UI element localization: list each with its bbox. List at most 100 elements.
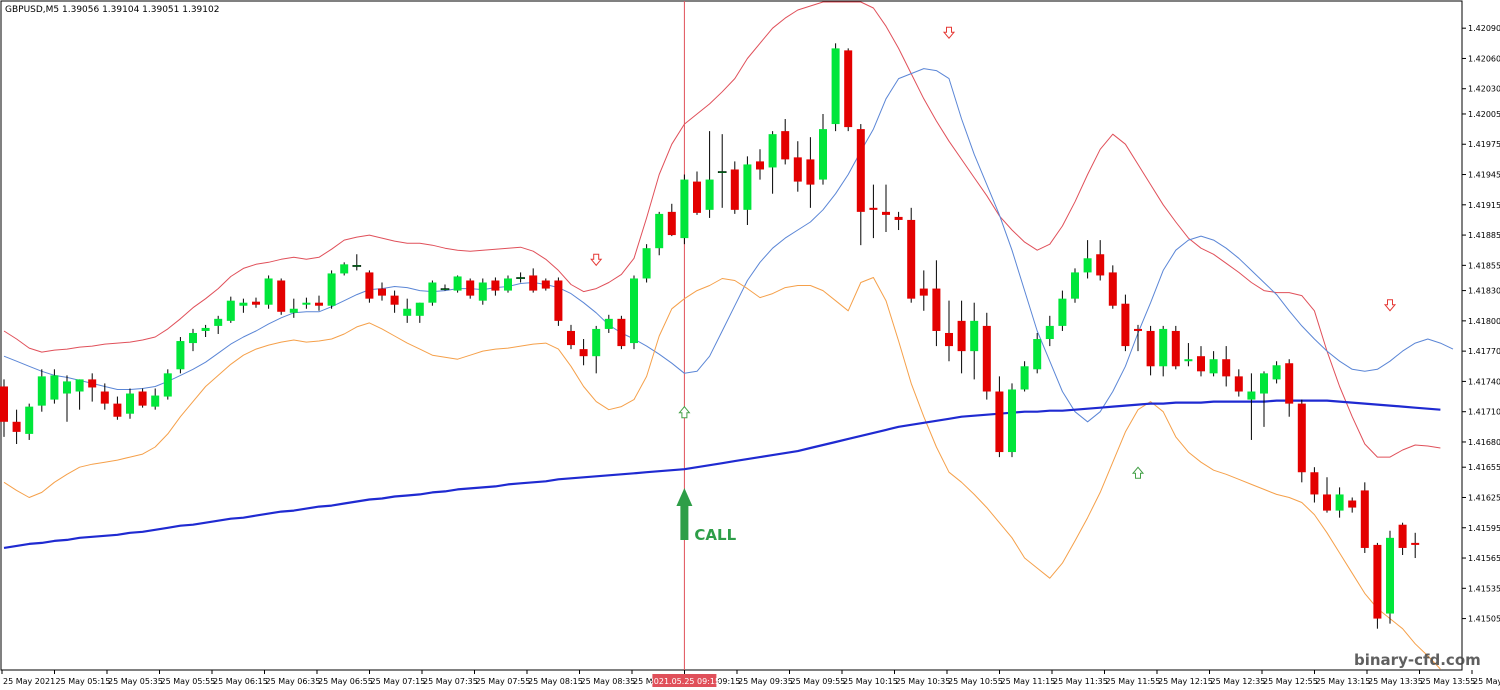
candle [907,207,916,303]
candle [189,328,197,352]
x-tick-label: 25 May 10:35 [896,677,951,686]
candle-body [214,318,223,326]
candle-body [100,391,109,404]
candle [869,184,878,239]
candle-body [705,179,714,210]
candle [289,298,298,318]
candle-body [327,273,336,306]
y-tick-label: 1.41655 [1468,463,1500,472]
buy-arrow-icon [678,405,691,419]
candle-body [1033,339,1042,370]
candle-body [667,211,676,236]
candle-body [819,129,827,180]
candle [856,124,865,246]
sell-arrow-icon [942,26,956,40]
candle [352,254,362,271]
candle-body [1134,328,1142,331]
candle [1033,332,1042,374]
candle-body [252,301,260,305]
x-tick-label: 25 May 2021 [3,677,55,686]
candle-body [415,302,424,316]
candle [1411,532,1420,559]
x-tick-label: 25 May 14: [1473,677,1500,686]
candle-body [844,50,853,128]
candle-body [1335,494,1344,511]
candle-body [781,131,790,160]
candle-body [1083,258,1092,273]
x-tick-label: 25 May 13:15 [1316,677,1371,686]
candle-body [1108,272,1117,306]
sell-arrow-icon [590,253,603,267]
candle-body [1159,328,1168,367]
y-tick-label: 1.41975 [1468,140,1500,149]
candle [1260,371,1268,427]
plot-area[interactable] [0,0,1463,671]
x-tick-label: 25 May 13:35 [1368,677,1423,686]
candle [1272,361,1281,384]
candle [667,203,676,237]
candle [882,184,890,233]
candle-body [25,406,34,434]
x-tick-label: 25 May 10:55 [948,677,1003,686]
candle-body [567,330,575,346]
candle [1134,324,1142,352]
candle [466,278,475,299]
x-tick-label: 25 May 08:15 [528,677,583,686]
candle [1310,467,1319,503]
call-arrow-icon [676,488,693,540]
candle-body [50,375,59,400]
candle-body [75,379,84,392]
candle [1386,530,1394,624]
candle-body [1247,391,1256,400]
x-tick-label: 25 May 05:55 [161,677,216,686]
candle [0,379,8,437]
candle [315,295,323,311]
candle [1008,383,1016,458]
y-tick-label: 1.41565 [1468,554,1500,563]
candle-body [1260,373,1268,394]
candle-body [1146,330,1155,367]
y-tick-label: 1.42060 [1468,54,1500,63]
candle [516,272,525,283]
candle-body [630,278,638,344]
x-tick-label: 25 May 09:55 [791,677,846,686]
y-tick-label: 1.41830 [1468,287,1500,296]
candle [932,260,941,347]
candle-body [756,161,764,170]
y-tick-label: 1.41855 [1468,261,1500,270]
candle [277,278,286,315]
candle [1398,522,1407,556]
candle [1083,240,1092,279]
candle-body [1323,494,1331,511]
candle [655,211,664,256]
candle [378,282,386,301]
candle [75,379,84,410]
candle-body [932,288,941,331]
y-tick-label: 1.41915 [1468,201,1500,210]
candle [1297,399,1306,483]
y-tick-label: 1.42090 [1468,24,1500,33]
candle [1171,325,1180,370]
y-tick-label: 1.41770 [1468,347,1500,356]
x-tick-label: 25 May 05:15 [56,677,111,686]
candle [806,137,815,208]
candle-body [1411,542,1420,545]
candle [945,300,953,362]
candle-body [491,280,500,291]
candle [680,174,689,245]
candle-body [340,264,349,274]
candle [1146,325,1155,376]
candle-body [869,207,878,210]
candle-body [1234,376,1243,392]
candle [264,275,273,309]
candle-body [831,48,840,125]
candle-body [440,288,450,291]
candle [1323,477,1331,513]
candle [579,339,588,366]
candle [340,262,349,276]
candle [504,275,512,293]
candle [730,161,739,214]
candle-body [428,282,437,303]
candle [63,375,71,422]
